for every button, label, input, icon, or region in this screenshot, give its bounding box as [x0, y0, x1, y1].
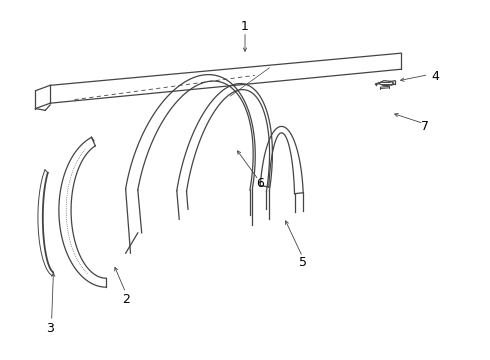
Text: 3: 3: [46, 322, 54, 335]
Text: 6: 6: [256, 177, 264, 190]
Text: 7: 7: [421, 120, 429, 133]
Text: 5: 5: [299, 256, 307, 269]
Text: 4: 4: [431, 70, 439, 83]
Text: 1: 1: [241, 20, 249, 33]
Text: 2: 2: [122, 293, 129, 306]
